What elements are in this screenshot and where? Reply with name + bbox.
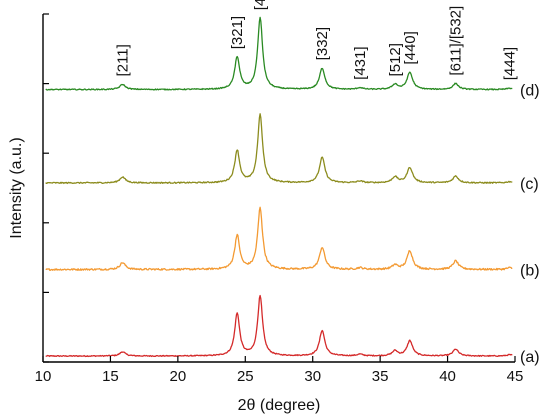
miller-index-labels: [211] [321] [400] [332] [431] [512][440] [611]… (115, 0, 519, 80)
series-labels: (a) (b) (c) (d) (520, 83, 540, 367)
series-label: (d) (520, 83, 540, 100)
miller-index-label: [440] (402, 31, 419, 64)
series-line (45, 113, 513, 185)
series-line (45, 16, 513, 91)
x-tick-label: 25 (237, 368, 254, 385)
series-label: (b) (520, 262, 540, 279)
plot-area (45, 16, 513, 358)
x-tick-label: 20 (170, 368, 187, 385)
miller-index-label: [431] (352, 46, 369, 79)
y-axis-ticks (43, 13, 49, 363)
miller-index-label: [321] (229, 16, 246, 49)
x-tick-label: 35 (372, 368, 389, 385)
miller-index-label: [611]/[532] (448, 6, 465, 76)
x-tick-label: 40 (439, 368, 456, 385)
x-axis-ticks: 10 15 20 25 30 35 40 45 (35, 356, 524, 385)
series-label: (a) (520, 349, 540, 366)
x-tick-label: 15 (102, 368, 119, 385)
series-line (45, 206, 513, 271)
x-tick-label: 45 (507, 368, 524, 385)
miller-index-label: [211] (115, 44, 132, 76)
y-axis-title: Intensity (a.u.) (8, 137, 25, 238)
x-axis-title: 2θ (degree) (238, 397, 321, 414)
series-line (45, 294, 513, 358)
miller-index-label: [444] (502, 47, 519, 80)
x-tick-label: 10 (35, 368, 52, 385)
miller-index-label: [332] (314, 27, 331, 60)
miller-index-label: [400] (252, 0, 269, 10)
x-tick-label: 30 (304, 368, 321, 385)
series-label: (c) (520, 176, 539, 193)
miller-index-label: [512] (387, 43, 404, 76)
